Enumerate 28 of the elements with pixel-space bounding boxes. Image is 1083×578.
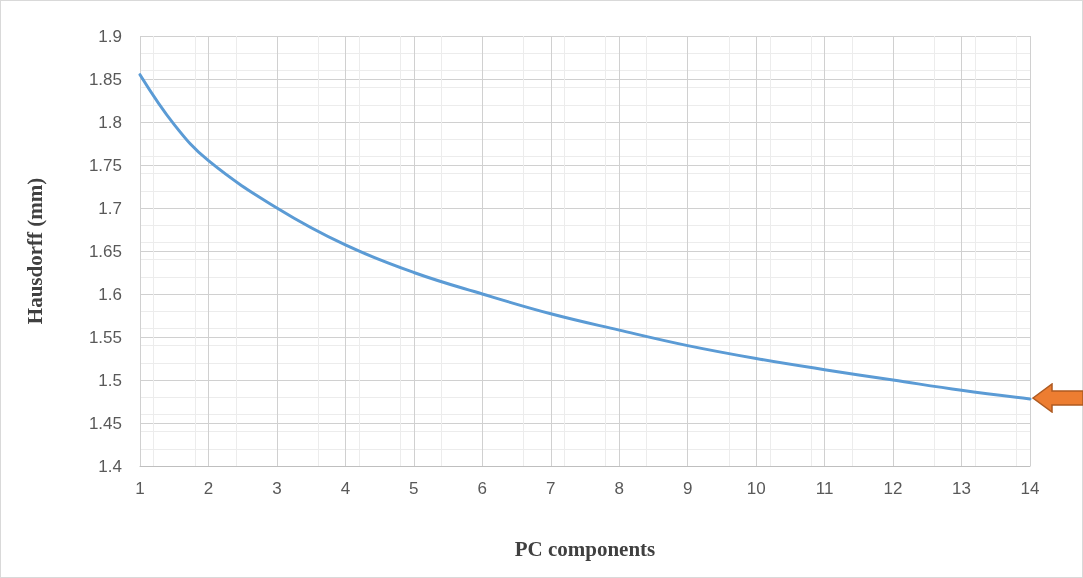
y-tick-label: 1.65 xyxy=(88,241,122,261)
x-tick-label: 7 xyxy=(546,479,556,498)
x-tick-label: 1 xyxy=(135,479,145,498)
y-tick-label: 1.45 xyxy=(88,413,122,433)
y-tick-label: 1.9 xyxy=(98,26,122,46)
x-tick-label: 14 xyxy=(1020,479,1040,498)
x-axis-title: PC components xyxy=(514,536,656,561)
y-axis-title: Hausdorff (mm) xyxy=(22,177,47,325)
line-series xyxy=(138,73,1032,401)
y-tick-label: 1.6 xyxy=(98,284,122,304)
y-tick-label: 1.8 xyxy=(98,112,122,132)
x-tick-label: 12 xyxy=(883,479,903,498)
y-tick-label: 1.85 xyxy=(88,69,122,89)
y-tick-label: 1.55 xyxy=(88,327,122,347)
y-tick-label: 1.7 xyxy=(98,198,122,218)
x-tick-label: 9 xyxy=(682,479,693,498)
y-tick-label: 1.75 xyxy=(88,155,122,175)
x-tick-label: 13 xyxy=(952,479,971,498)
x-tick-label: 3 xyxy=(272,479,282,498)
x-tick-label: 10 xyxy=(746,479,766,498)
x-tick-label: 5 xyxy=(409,479,419,498)
x-tick-label: 11 xyxy=(815,479,834,498)
x-tick-label: 6 xyxy=(477,479,488,498)
x-tick-label: 4 xyxy=(340,479,351,498)
x-tick-label: 2 xyxy=(203,479,214,498)
y-tick-label: 1.5 xyxy=(98,370,122,390)
x-tick-label: 8 xyxy=(614,479,624,498)
y-tick-label: 1.4 xyxy=(98,456,122,476)
